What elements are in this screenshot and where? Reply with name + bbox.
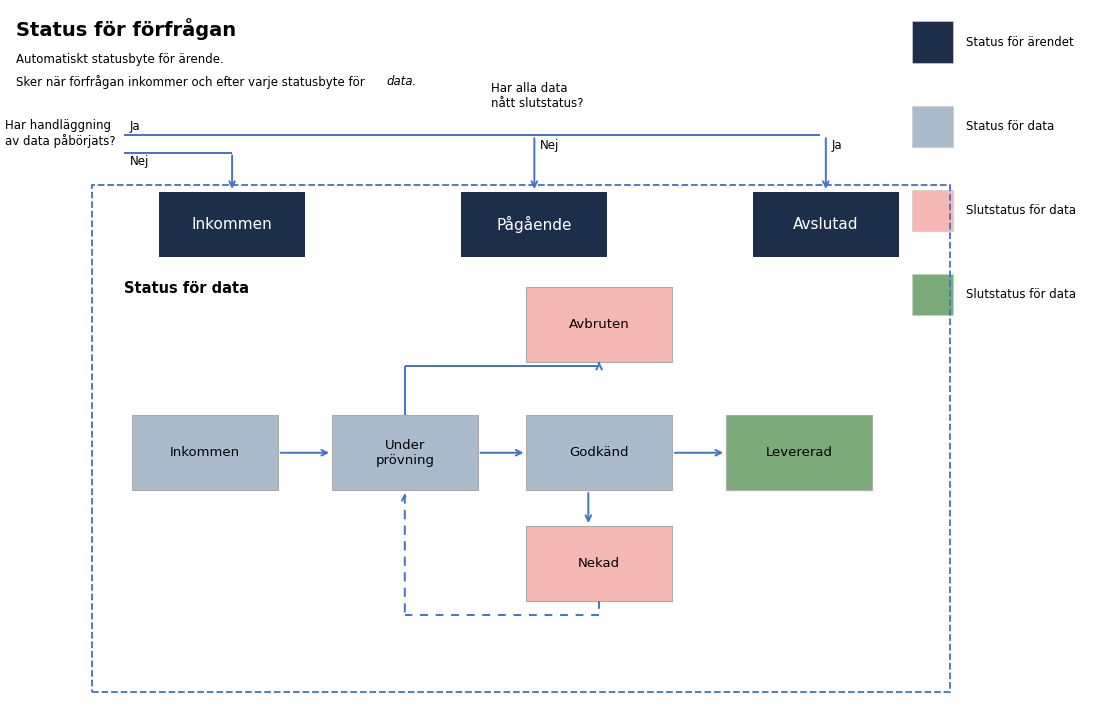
Text: Status för data: Status för data (124, 280, 249, 296)
FancyBboxPatch shape (754, 192, 899, 257)
FancyBboxPatch shape (912, 274, 954, 315)
Text: Status för förfrågan: Status för förfrågan (16, 18, 236, 40)
Text: Nekad: Nekad (579, 557, 620, 570)
FancyBboxPatch shape (462, 192, 607, 257)
Text: Sker när förfrågan inkommer och efter varje statusbyte för: Sker när förfrågan inkommer och efter va… (16, 75, 368, 89)
FancyBboxPatch shape (160, 192, 305, 257)
FancyBboxPatch shape (726, 415, 871, 491)
FancyBboxPatch shape (526, 415, 672, 491)
Text: Automatiskt statusbyte för ärende.: Automatiskt statusbyte för ärende. (16, 53, 224, 66)
Text: Slutstatus för data: Slutstatus för data (966, 204, 1076, 217)
Text: Pågående: Pågående (496, 216, 572, 233)
Text: data: data (386, 75, 414, 88)
Text: Godkänd: Godkänd (570, 446, 629, 459)
Text: Nej: Nej (540, 139, 559, 152)
Text: .: . (411, 75, 415, 88)
Text: Har handläggning
av data påbörjats?: Har handläggning av data påbörjats? (6, 119, 115, 148)
Text: Nej: Nej (130, 155, 148, 168)
FancyBboxPatch shape (912, 190, 954, 231)
FancyBboxPatch shape (526, 287, 672, 361)
Text: Slutstatus för data: Slutstatus för data (966, 288, 1076, 301)
Text: Under
prövning: Under prövning (375, 438, 434, 467)
Text: Levererad: Levererad (766, 446, 833, 459)
Text: Inkommen: Inkommen (191, 217, 273, 232)
Text: Ja: Ja (130, 120, 140, 133)
FancyBboxPatch shape (132, 415, 278, 491)
Text: Avbruten: Avbruten (569, 318, 629, 331)
FancyBboxPatch shape (526, 526, 672, 600)
Text: Avslutad: Avslutad (793, 217, 859, 232)
FancyBboxPatch shape (332, 415, 477, 491)
Text: Status för ärendet: Status för ärendet (966, 36, 1074, 48)
Text: Status för data: Status för data (966, 120, 1055, 133)
FancyBboxPatch shape (912, 21, 954, 63)
FancyBboxPatch shape (912, 106, 954, 147)
Text: Ja: Ja (832, 139, 842, 152)
Text: Inkommen: Inkommen (170, 446, 240, 459)
Text: Har alla data
nått slutstatus?: Har alla data nått slutstatus? (492, 82, 584, 111)
